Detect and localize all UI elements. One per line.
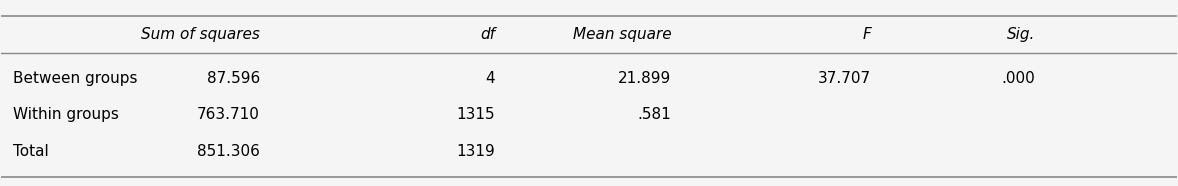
Text: 87.596: 87.596 [206, 71, 260, 86]
Text: Within groups: Within groups [13, 108, 119, 123]
Text: 37.707: 37.707 [818, 71, 871, 86]
Text: Sum of squares: Sum of squares [141, 27, 260, 42]
Text: 1319: 1319 [456, 144, 495, 159]
Text: 4: 4 [485, 71, 495, 86]
Text: 851.306: 851.306 [197, 144, 260, 159]
Text: .581: .581 [637, 108, 671, 123]
Text: 21.899: 21.899 [618, 71, 671, 86]
Text: Total: Total [13, 144, 49, 159]
Text: .000: .000 [1001, 71, 1035, 86]
Text: 1315: 1315 [456, 108, 495, 123]
Text: Mean square: Mean square [573, 27, 671, 42]
Text: Between groups: Between groups [13, 71, 138, 86]
Text: df: df [479, 27, 495, 42]
Text: 763.710: 763.710 [197, 108, 260, 123]
Text: Sig.: Sig. [1007, 27, 1035, 42]
Text: F: F [862, 27, 871, 42]
